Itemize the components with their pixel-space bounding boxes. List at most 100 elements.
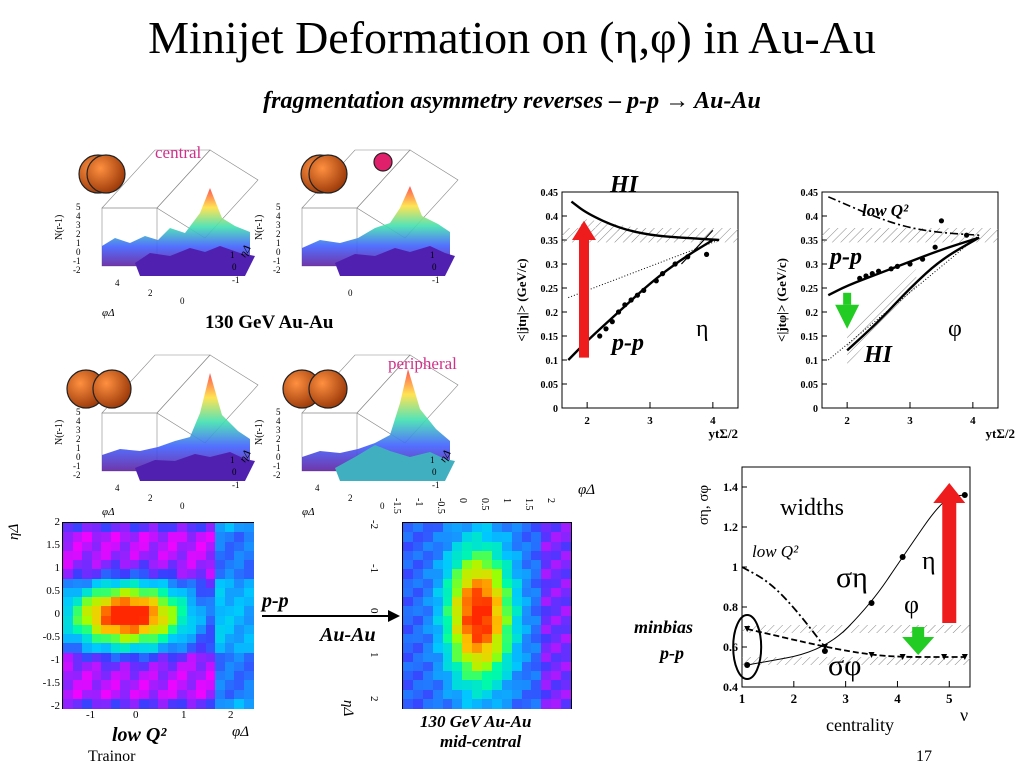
colormap-cell (531, 523, 542, 533)
red-up-arrow-head (933, 483, 966, 503)
colormap-cell (482, 671, 493, 681)
colormap-cell (422, 671, 434, 681)
colormap-cell (541, 643, 552, 654)
green-down-arrow-head (902, 637, 935, 655)
colormap-cell (72, 661, 83, 672)
colormap-cell (224, 523, 235, 533)
colormap-cell (442, 634, 453, 644)
colormap-cell (491, 680, 503, 691)
data-point-sigma-phi (961, 654, 968, 660)
colormap-cell (110, 541, 121, 552)
colormap-cell (129, 550, 140, 561)
eta-tick: -1 (368, 564, 380, 574)
colormap-cell (215, 624, 226, 635)
colormap-cell (177, 680, 188, 691)
colormap-cell (234, 615, 245, 626)
colormap-cell (196, 643, 207, 654)
colormap-cell (72, 689, 83, 700)
colormap-cell (403, 532, 414, 543)
colormap-cell (541, 560, 552, 570)
colormap-cell (531, 569, 542, 580)
colormap-cell (432, 532, 444, 543)
colormap-cell (186, 569, 197, 580)
colormap-cell (196, 606, 207, 617)
colormap-cell (482, 532, 493, 543)
colormap-cell (412, 643, 424, 654)
colormap-cell (531, 578, 542, 589)
data-point (963, 232, 970, 238)
colormap-cell (561, 523, 572, 533)
colormap-cell (243, 587, 254, 598)
colormap-cell (243, 550, 254, 561)
eta-tick: -2 (368, 520, 380, 530)
series-hi (846, 236, 980, 352)
colormap-cell (442, 560, 453, 570)
svg-text:0: 0 (432, 467, 437, 477)
colormap-cell (432, 652, 444, 663)
colormap-cell (120, 671, 131, 681)
svg-text:2: 2 (148, 493, 153, 503)
colormap-cell (501, 689, 513, 700)
colormap-cell (511, 671, 523, 681)
colormap-cell (501, 643, 513, 654)
y-tick-label: 0.15 (541, 332, 559, 343)
colormap-cell (177, 578, 188, 589)
colormap-cell (422, 532, 434, 543)
svg-text:5: 5 (276, 202, 281, 212)
colormap-cell (403, 698, 414, 709)
colormap-cell (234, 550, 245, 561)
colormap-cell (243, 606, 254, 617)
colormap-cell (551, 560, 562, 570)
colormap-cell (72, 597, 83, 607)
colormap-cell (177, 587, 188, 598)
transition-arrow-icon (262, 610, 400, 622)
colormap-cell (91, 698, 102, 709)
x-tick-label: 2 (584, 415, 590, 427)
colormap-cell (91, 634, 102, 644)
colormap-cell (215, 671, 226, 681)
colormap-cell (167, 560, 178, 570)
colormap-cell (215, 652, 226, 663)
colormap-cell (139, 661, 150, 672)
colormap-cell (158, 587, 169, 598)
colormap-cell (186, 671, 197, 681)
svg-text:2: 2 (348, 493, 353, 503)
data-point (857, 275, 863, 281)
colormap-cell (101, 532, 112, 543)
colormap-cell (243, 689, 254, 700)
colormap-cell (412, 671, 424, 681)
small-nucleus-icon (373, 152, 393, 172)
colormap-cell (472, 698, 483, 709)
colormap-cell (234, 587, 245, 598)
colormap-cell (422, 615, 434, 626)
colormap-cell (91, 569, 102, 580)
colormap-cell (234, 569, 245, 580)
colormap-cell (167, 606, 178, 617)
colormap-cell (110, 560, 121, 570)
z-tick: 3 (76, 220, 81, 230)
colormap-cell (63, 689, 74, 700)
colormap-cell (412, 698, 424, 709)
colormap-cell (452, 671, 463, 681)
colormap-cell (82, 523, 93, 533)
colormap-cell (551, 606, 562, 617)
colormap-cell (177, 597, 188, 607)
colormap-cell (531, 652, 542, 663)
colormap-cell (511, 587, 523, 598)
colormap-cell (442, 643, 453, 654)
colormap-cell (482, 698, 493, 709)
colormap-cell (215, 661, 226, 672)
colormap-cell (491, 550, 503, 561)
colormap-cell (205, 615, 216, 626)
colormap-cell (158, 606, 169, 617)
colormap-cell (403, 680, 414, 691)
colormap-cell (63, 587, 74, 598)
colormap-cell (196, 532, 207, 543)
colormap-cell (158, 634, 169, 644)
colormap-cell (234, 643, 245, 654)
colormap-cell (561, 578, 572, 589)
colormap-cell (422, 560, 434, 570)
colormap-cell (403, 578, 414, 589)
colormap-cell (541, 550, 552, 561)
colormap-cell (551, 689, 562, 700)
